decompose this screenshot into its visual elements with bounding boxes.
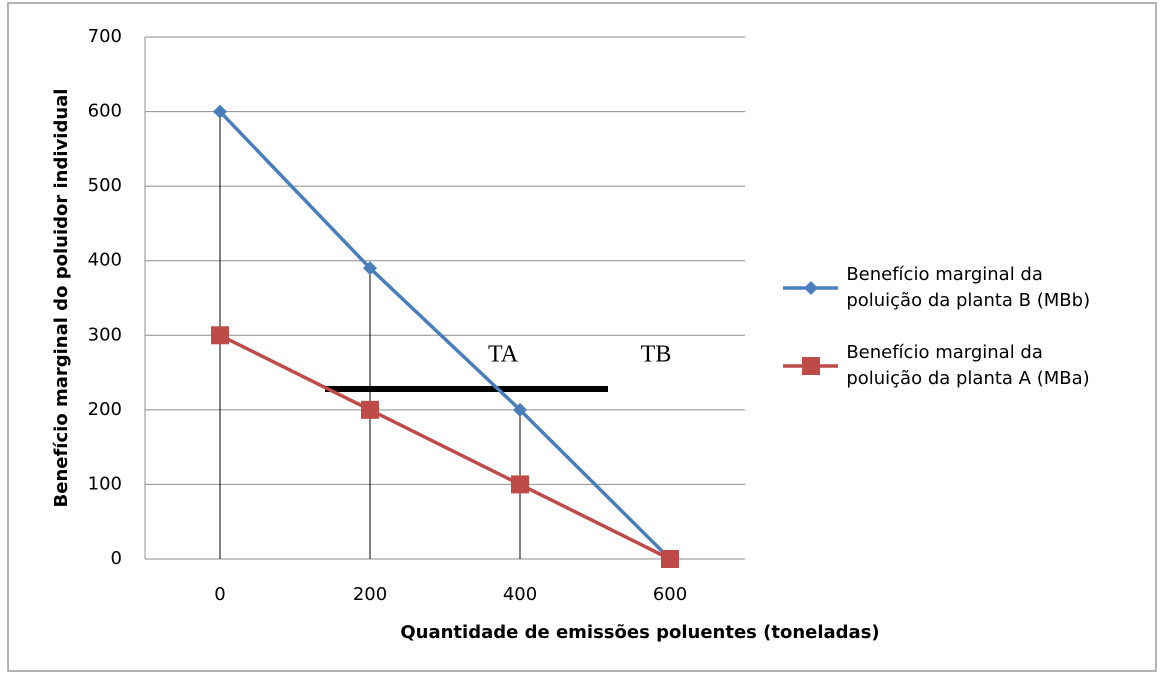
legend-label: Benefício marginal da poluição da planta…	[846, 342, 1090, 389]
marker	[361, 400, 379, 419]
y-tick-label: 0	[111, 548, 122, 569]
annotation: TA	[488, 342, 519, 368]
series-line	[219, 333, 671, 561]
y-tick-label: 700	[88, 26, 122, 47]
y-tick-label: 100	[88, 473, 122, 494]
y-axis-title: Benefício marginal do poluidor individua…	[51, 89, 72, 508]
marker	[511, 475, 529, 494]
marker	[661, 550, 679, 568]
y-tick-label: 400	[88, 250, 122, 271]
legend-item: Benefício marginal da poluição da planta…	[783, 262, 1113, 314]
legend-item: Benefício marginal da poluição da planta…	[783, 340, 1113, 392]
legend-marker	[804, 281, 818, 295]
y-tick-label: 300	[88, 324, 122, 345]
marker	[213, 104, 227, 119]
series-line	[218, 110, 672, 561]
legend-label: Benefício marginal da poluição da planta…	[846, 264, 1091, 311]
y-tick-label: 600	[88, 101, 122, 122]
y-tick-label: 500	[88, 175, 122, 196]
x-axis-title: Quantidade de emissões poluentes (tonela…	[400, 622, 879, 643]
annotation: TB	[641, 342, 672, 368]
legend-swatch	[783, 281, 839, 295]
y-tick-label: 200	[88, 399, 122, 420]
x-tick-label: 400	[503, 584, 537, 605]
marker	[211, 326, 229, 345]
marker	[363, 261, 377, 276]
x-tick-label: 200	[353, 584, 387, 605]
x-tick-label: 0	[214, 584, 225, 605]
chart-frame	[7, 2, 1157, 672]
marker	[513, 402, 527, 417]
legend-marker	[802, 357, 820, 375]
legend-swatch	[783, 357, 839, 375]
x-tick-label: 600	[653, 584, 687, 605]
